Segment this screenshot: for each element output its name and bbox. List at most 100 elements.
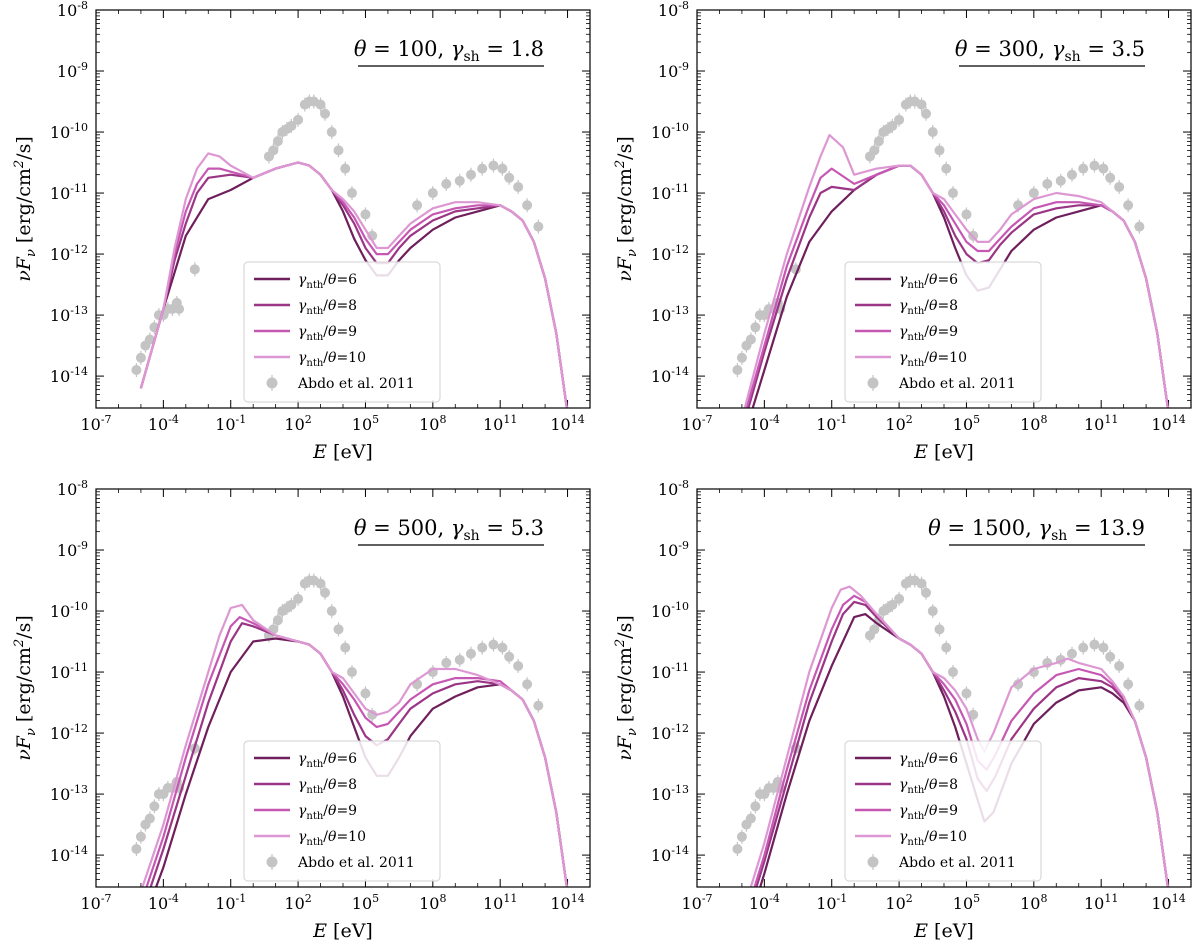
data-point (732, 843, 743, 854)
chart-panel-3: 10-7 10-4 10-1 102 105 108 1011 1014 10-14 10-13 1… (12, 478, 591, 942)
data-point (477, 163, 488, 174)
legend-label-data: Abdo et al. 2011 (898, 855, 1016, 871)
data-point (326, 127, 337, 138)
data-point (1066, 169, 1077, 180)
minor-ticks (697, 10, 1191, 408)
y-tick-label: 10-9 (658, 60, 689, 81)
legend-label-3: γnth/θ=9 (899, 324, 958, 343)
major-ticks (696, 488, 1191, 887)
legend-label-1: γnth/θ=6 (899, 751, 958, 770)
x-axis-label: E [eV] (913, 441, 974, 463)
x-axis-label: E [eV] (312, 920, 373, 942)
x-tick-label: 10-4 (148, 892, 179, 913)
y-tick-label: 10-9 (57, 539, 88, 560)
data-point (135, 831, 146, 842)
legend-swatch-data (266, 856, 278, 868)
data-point (869, 624, 880, 635)
y-tick-label: 10-8 (57, 478, 88, 499)
data-point (927, 606, 938, 617)
legend-label-2: γnth/θ=8 (298, 777, 357, 796)
data-point (189, 264, 200, 275)
data-point (873, 136, 884, 147)
data-point (513, 181, 524, 192)
data-point (333, 145, 344, 156)
data-point (497, 163, 508, 174)
y-axis-label: νFν [erg/cm2/s] (613, 615, 640, 761)
x-tick-label: 1011 (483, 892, 517, 913)
y-tick-label: 10-11 (651, 661, 689, 682)
data-point (340, 642, 351, 653)
data-point (934, 145, 945, 156)
data-point (367, 709, 378, 720)
data-point (522, 679, 533, 690)
y-tick-label: 10-10 (651, 600, 689, 621)
data-point (1134, 700, 1145, 711)
data-point (736, 831, 747, 842)
y-tick-label: 10-14 (50, 844, 88, 865)
data-point (887, 120, 898, 131)
data-point (921, 587, 932, 598)
legend-label-4: γnth/θ=10 (298, 829, 366, 848)
x-tick-label: 10-1 (215, 413, 246, 434)
x-tick-label: 10-7 (681, 892, 712, 913)
data-point (333, 624, 344, 635)
data-point (286, 599, 297, 610)
x-tick-label: 1014 (550, 892, 584, 913)
x-tick-label: 102 (885, 892, 912, 913)
x-tick-label: 105 (953, 892, 980, 913)
data-point (272, 615, 283, 626)
data-point (1078, 163, 1089, 174)
x-tick-label: 1011 (1084, 413, 1118, 434)
x-tick-label: 1014 (550, 413, 584, 434)
data-point (1089, 160, 1100, 171)
minor-ticks (96, 489, 590, 887)
x-tick-label: 10-4 (749, 892, 780, 913)
data-point (135, 352, 146, 363)
y-tick-label: 10-9 (57, 60, 88, 81)
observed-data (131, 94, 544, 377)
data-point (1098, 163, 1109, 174)
y-tick-label: 10-12 (50, 722, 88, 743)
plot-frame (95, 488, 591, 888)
y-tick-label: 10-13 (50, 304, 88, 325)
data-point (488, 160, 499, 171)
series-line-4 (139, 152, 568, 408)
data-point (1114, 660, 1125, 671)
x-tick-label: 10-4 (749, 413, 780, 434)
y-axis-label: νFν [erg/cm2/s] (613, 136, 640, 282)
legend-label-4: γnth/θ=10 (298, 350, 366, 369)
plot-frame (696, 488, 1192, 888)
data-point (315, 99, 326, 110)
legend-label-3: γnth/θ=9 (899, 803, 958, 822)
data-point (465, 648, 476, 659)
chart-panel-1: 10-7 10-4 10-1 102 105 108 1011 1014 10-14 10-13 1… (12, 0, 591, 463)
data-point (927, 127, 938, 138)
data-point (454, 654, 465, 665)
data-point (736, 352, 747, 363)
chart-panel-2: 10-7 10-4 10-1 102 105 108 1011 1014 10-14 10-13 1… (613, 0, 1192, 463)
x-axis-label: E [eV] (913, 920, 974, 942)
data-point (750, 801, 761, 812)
data-point (1114, 181, 1125, 192)
x-tick-label: 108 (419, 413, 446, 434)
x-tick-label: 10-1 (816, 892, 847, 913)
y-tick-label: 10-10 (50, 600, 88, 621)
data-point (513, 660, 524, 671)
series-line-3 (753, 594, 1169, 887)
data-point (1098, 642, 1109, 653)
y-tick-label: 10-9 (658, 539, 689, 560)
y-tick-label: 10-8 (57, 0, 88, 20)
y-tick-label: 10-12 (651, 243, 689, 264)
y-tick-label: 10-14 (50, 365, 88, 386)
data-point (346, 188, 357, 199)
data-point (961, 688, 972, 699)
data-point (1123, 679, 1134, 690)
plot-frame (95, 9, 591, 409)
plot-frame (696, 9, 1192, 409)
legend: γnth/θ=6 γnth/θ=8 γnth/θ=9 γnth/θ=10 Abdo et… (243, 261, 441, 403)
data-point (320, 108, 331, 119)
legend-box (844, 261, 1042, 403)
legend-label-data: Abdo et al. 2011 (297, 855, 415, 871)
data-point (1134, 221, 1145, 232)
data-point (1089, 639, 1100, 650)
